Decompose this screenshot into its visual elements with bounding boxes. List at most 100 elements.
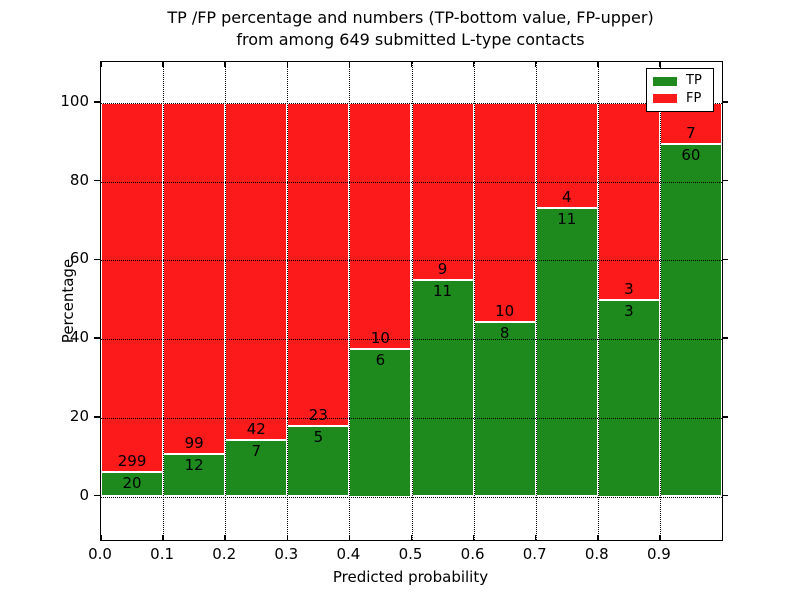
tp-swatch-icon [653, 76, 677, 86]
fp-bar-segment [411, 103, 474, 281]
x-tick-label: 0.3 [274, 545, 299, 563]
legend-item-fp: FP [653, 91, 707, 106]
fp-count-label: 4 [561, 187, 572, 206]
x-tick-label: 0.1 [150, 545, 175, 563]
fp-count-label: 23 [308, 406, 328, 425]
fp-bar-segment [597, 103, 660, 300]
x-tick-mark [472, 535, 475, 540]
tp-count-label: 3 [624, 301, 634, 320]
tp-count-label: 11 [433, 282, 453, 301]
x-tick-mark [100, 535, 102, 540]
x-tick-mark [534, 535, 537, 540]
tp-count-label: 60 [681, 146, 701, 165]
tp-bar-segment [597, 299, 660, 497]
tp-bar-segment [287, 426, 350, 497]
fp-bar-segment [473, 103, 536, 322]
y-tick-mark-right [722, 179, 728, 182]
x-gridline [597, 62, 599, 540]
x-tick-mark-top [286, 62, 289, 67]
y-tick-mark-right [722, 337, 728, 339]
y-gridline [101, 260, 722, 262]
tp-count-label: 12 [184, 455, 204, 474]
x-tick-mark [597, 535, 599, 540]
x-tick-mark [659, 535, 661, 540]
x-tick-label: 0.0 [88, 545, 112, 563]
y-tick-label: 100 [60, 92, 89, 110]
tp-bar-segment [101, 471, 164, 497]
fp-count-label: 9 [437, 260, 448, 279]
y-tick-mark [94, 179, 100, 182]
fp-count-label: 299 [117, 451, 147, 470]
tp-count-label: 7 [251, 442, 262, 461]
fp-bar-segment [349, 103, 412, 349]
chart-title-line1: TP /FP percentage and numbers (TP-bottom… [167, 8, 654, 27]
tp-bar-segment [411, 280, 474, 497]
y-tick-mark [94, 494, 100, 497]
y-tick-mark [94, 337, 100, 339]
tp-count-label: 6 [375, 350, 386, 369]
tp-bar-segment [659, 144, 722, 497]
x-tick-label: 0.4 [336, 545, 361, 563]
tp-count-label: 20 [122, 473, 142, 492]
x-tick-mark-top [659, 62, 661, 67]
x-tick-label: 0.7 [522, 545, 547, 563]
y-tick-mark-right [722, 258, 728, 261]
chart-title: TP /FP percentage and numbers (TP-bottom… [100, 7, 721, 51]
y-tick-mark-right [722, 494, 728, 497]
x-tick-mark [224, 535, 226, 540]
x-tick-mark-top [100, 62, 102, 67]
x-axis-label: Predicted probability [332, 568, 489, 586]
fp-bar-segment [101, 103, 164, 472]
tp-bar-segment [473, 321, 536, 497]
y-tick-mark-right [722, 101, 728, 103]
y-tick-label: 80 [69, 170, 89, 189]
fp-count-label: 7 [686, 124, 696, 143]
tp-bar-segment [349, 348, 412, 497]
y-gridline [101, 496, 722, 498]
x-gridline [225, 62, 227, 540]
tp-bar-segment [163, 453, 226, 497]
tp-count-label: 5 [313, 428, 324, 447]
x-gridline [163, 62, 165, 540]
y-tick-mark [94, 258, 100, 261]
y-gridline [101, 103, 722, 104]
fp-count-label: 99 [184, 433, 204, 452]
y-tick-label: 40 [69, 328, 89, 347]
tp-count-label: 8 [499, 323, 510, 342]
y-tick-mark [94, 416, 100, 418]
fp-swatch-icon [653, 94, 677, 104]
chart-title-line2: from among 649 submitted L-type contacts [236, 30, 585, 49]
x-tick-mark-top [534, 62, 537, 67]
x-gridline [659, 62, 661, 540]
x-gridline [535, 62, 537, 540]
x-gridline [287, 62, 289, 540]
fp-count-label: 3 [624, 279, 634, 298]
x-tick-mark [162, 535, 164, 540]
x-tick-mark [286, 535, 289, 540]
y-tick-label: 20 [69, 406, 89, 425]
x-tick-mark-top [162, 62, 164, 67]
x-tick-mark-top [410, 62, 413, 67]
y-tick-mark-right [722, 416, 728, 418]
x-tick-label: 0.9 [646, 545, 671, 563]
x-tick-mark-top [597, 62, 599, 67]
x-tick-label: 0.5 [398, 545, 423, 563]
tp-count-label: 11 [557, 209, 577, 228]
y-gridline [101, 417, 722, 419]
x-tick-label: 0.6 [460, 545, 485, 563]
x-gridline [349, 62, 351, 540]
fp-count-label: 42 [246, 420, 266, 439]
legend-label-tp: TP [686, 73, 702, 89]
legend-item-tp: TP [653, 74, 707, 88]
fp-count-label: 10 [495, 301, 515, 320]
x-tick-mark [348, 535, 351, 540]
y-tick-label: 60 [69, 249, 89, 268]
plot-area: TP FP 299 20 99 12 42 7 23 5 10 6 9 11 10 8 4 11 3 3 7 60 [100, 61, 723, 541]
x-tick-label: 0.2 [212, 545, 237, 563]
x-tick-label: 0.8 [584, 545, 609, 563]
fp-bar-segment [287, 103, 350, 427]
x-tick-mark-top [472, 62, 475, 67]
x-gridline [411, 62, 413, 540]
x-tick-mark [410, 535, 413, 540]
